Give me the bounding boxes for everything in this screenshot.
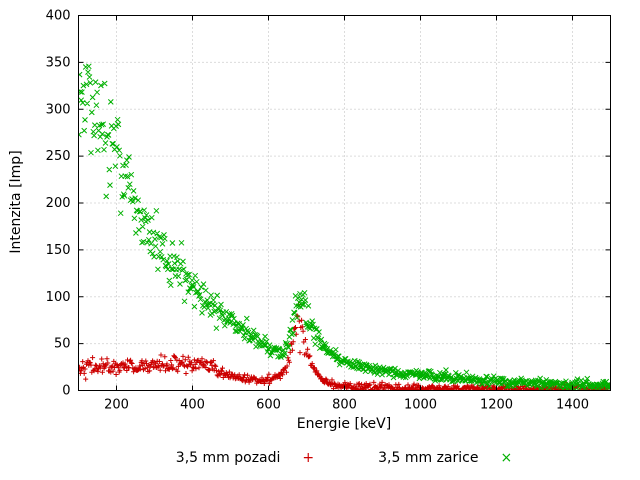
y-tick-label: 200 <box>46 196 71 211</box>
legend-item-zarice: 3,5 mm zarice × <box>378 450 512 466</box>
x-tick-label: 800 <box>332 398 357 413</box>
y-tick-label: 100 <box>46 290 71 305</box>
y-tick-label: 50 <box>54 337 71 352</box>
y-tick-label: 0 <box>62 384 70 399</box>
tick-labels: 0 50 100 150 200 250 300 350 400 200 400 600 800 1000… <box>46 9 589 413</box>
y-tick-label: 400 <box>46 9 71 24</box>
cross-marker-icon: × <box>500 450 513 466</box>
x-tick-label: 1400 <box>556 398 589 413</box>
legend-item-pozadi: 3,5 mm pozadi + <box>176 450 314 466</box>
plus-marker-icon: + <box>302 450 315 466</box>
legend-label-zarice: 3,5 mm zarice <box>378 450 479 466</box>
y-tick-label: 350 <box>46 55 71 70</box>
plot-root: 0 50 100 150 200 250 300 350 400 200 400 600 800 1000… <box>46 9 611 413</box>
legend: 3,5 mm pozadi + 3,5 mm zarice × <box>78 450 610 466</box>
x-tick-label: 1200 <box>480 398 513 413</box>
y-tick-label: 250 <box>46 149 71 164</box>
x-tick-label: 200 <box>104 398 129 413</box>
y-axis-title: Intenzita [Imp] <box>8 150 24 254</box>
x-tick-label: 1000 <box>404 398 437 413</box>
x-tick-label: 600 <box>256 398 281 413</box>
y-tick-label: 300 <box>46 102 71 117</box>
gridlines <box>78 15 611 391</box>
y-tick-label: 150 <box>46 243 71 258</box>
x-axis-title: Energie [keV] <box>296 416 392 432</box>
legend-label-pozadi: 3,5 mm pozadi <box>175 450 281 466</box>
x-tick-label: 400 <box>180 398 205 413</box>
tick-marks <box>78 15 611 391</box>
